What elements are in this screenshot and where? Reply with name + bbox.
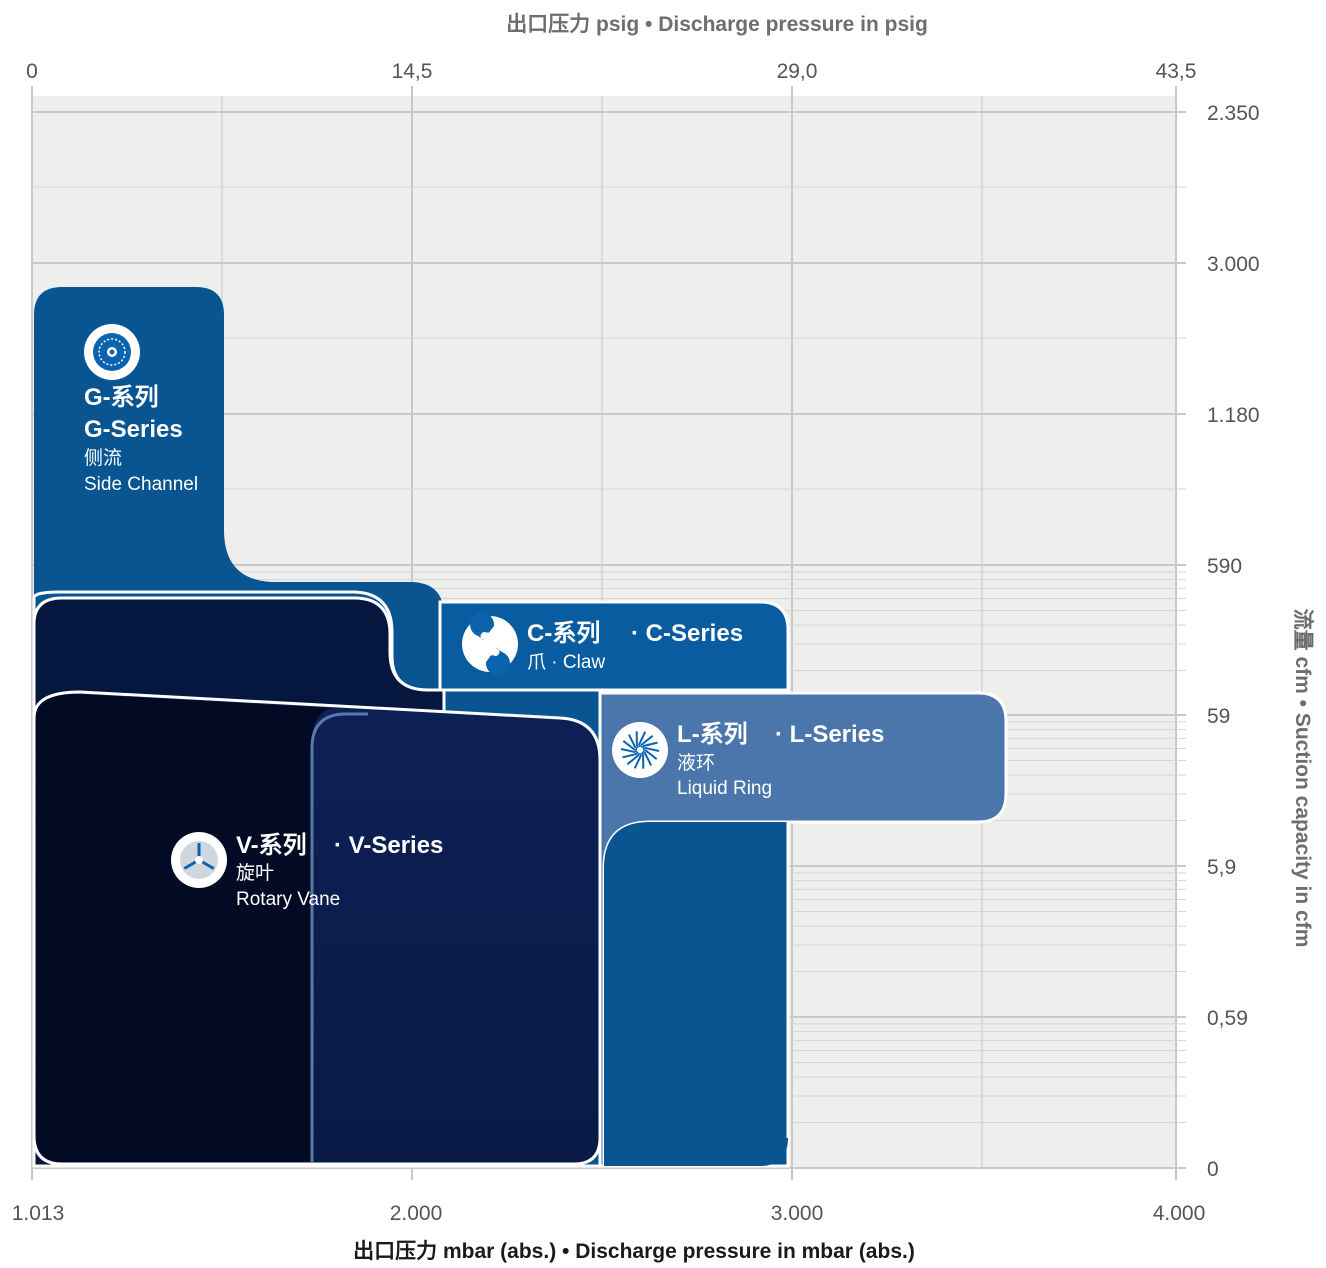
v-type-cn: 旋叶 [236, 862, 274, 884]
series-region-v-divider [310, 712, 368, 1162]
g-series-en: G-Series [84, 416, 183, 443]
impeller-blade [626, 754, 640, 765]
rotary-vane-icon [171, 832, 227, 888]
right-axis-title: 流量 cfm • Suction capacity in cfm [1291, 609, 1315, 948]
impeller-blade [643, 751, 652, 766]
bottom-tick-3: 4.000 [1153, 1202, 1206, 1225]
bottom-tick-0: 1.013 [12, 1202, 65, 1225]
series-label-g: G-系列 G-Series 侧流 Side Channel [84, 384, 198, 495]
impeller-blade [622, 752, 638, 759]
series-region-c-lower [604, 822, 788, 1166]
tick-marks [31, 86, 1177, 1180]
v-type-en: Rotary Vane [236, 889, 340, 910]
top-axis-title: 出口压力 psig • Discharge pressure in psig [506, 13, 928, 36]
impeller-blade [628, 734, 637, 749]
bottom-tick-1: 2.000 [390, 1202, 443, 1225]
top-axis-ticks: 0 14,5 29,0 43,5 [26, 60, 1196, 83]
right-tick-7: 0 [1207, 1158, 1219, 1181]
impeller-blade [620, 748, 636, 754]
top-tick-3: 43,5 [1156, 60, 1197, 83]
grid [31, 96, 1186, 1169]
g-type-en: Side Channel [84, 474, 198, 495]
top-tick-2: 29,0 [777, 60, 818, 83]
impeller-blade [637, 731, 647, 746]
c-type: 爪 · Claw [527, 652, 605, 673]
series-label-c: C-系列 · C-Series 爪 · Claw [527, 620, 743, 673]
impeller-blade [622, 740, 636, 751]
impeller-blade [644, 746, 660, 752]
g-type-cn: 侧流 [84, 447, 122, 469]
c-series-en: · C-Series [631, 620, 743, 647]
l-series-en: · L-Series [775, 721, 884, 748]
l-type-cn: 液环 [677, 752, 715, 774]
bottom-axis-title: 出口压力 mbar (abs.) • Discharge pressure in… [353, 1240, 915, 1263]
right-tick-1: 3.000 [1207, 253, 1260, 276]
right-tick-3: 590 [1207, 555, 1242, 578]
right-tick-5: 5,9 [1207, 856, 1236, 879]
g-series-cn: G-系列 [84, 384, 159, 411]
claw-rotor-icon [462, 612, 518, 676]
impeller-blade [640, 735, 654, 746]
right-axis-ticks: 2.350 3.000 1.180 590 59 5,9 0,59 0 [1207, 102, 1260, 1181]
v-series-en: · V-Series [334, 832, 443, 859]
l-type-en: Liquid Ring [677, 778, 772, 799]
impeller-blade [644, 749, 658, 760]
right-tick-6: 0,59 [1207, 1007, 1248, 1030]
series-region-v-core [36, 694, 330, 1162]
bottom-tick-2: 3.000 [771, 1202, 824, 1225]
bottom-axis-ticks: 1.013 2.000 3.000 4.000 [12, 1202, 1206, 1225]
right-tick-0: 2.350 [1207, 102, 1260, 125]
impeller-blade [633, 754, 643, 769]
right-tick-2: 1.180 [1207, 404, 1260, 427]
right-tick-4: 59 [1207, 705, 1230, 728]
series-label-l: L-系列 · L-Series 液环 Liquid Ring [677, 721, 884, 799]
side-channel-impeller-icon [84, 324, 140, 380]
impeller-blade [642, 741, 658, 748]
c-series-cn: C-系列 [527, 620, 600, 647]
liquid-ring-impeller-icon [612, 722, 668, 778]
series-label-v: V-系列 · V-Series 旋叶 Rotary Vane [236, 832, 443, 910]
v-series-cn: V-系列 [236, 832, 307, 859]
top-tick-1: 14,5 [392, 60, 433, 83]
l-series-cn: L-系列 [677, 721, 748, 748]
top-tick-0: 0 [26, 60, 38, 83]
